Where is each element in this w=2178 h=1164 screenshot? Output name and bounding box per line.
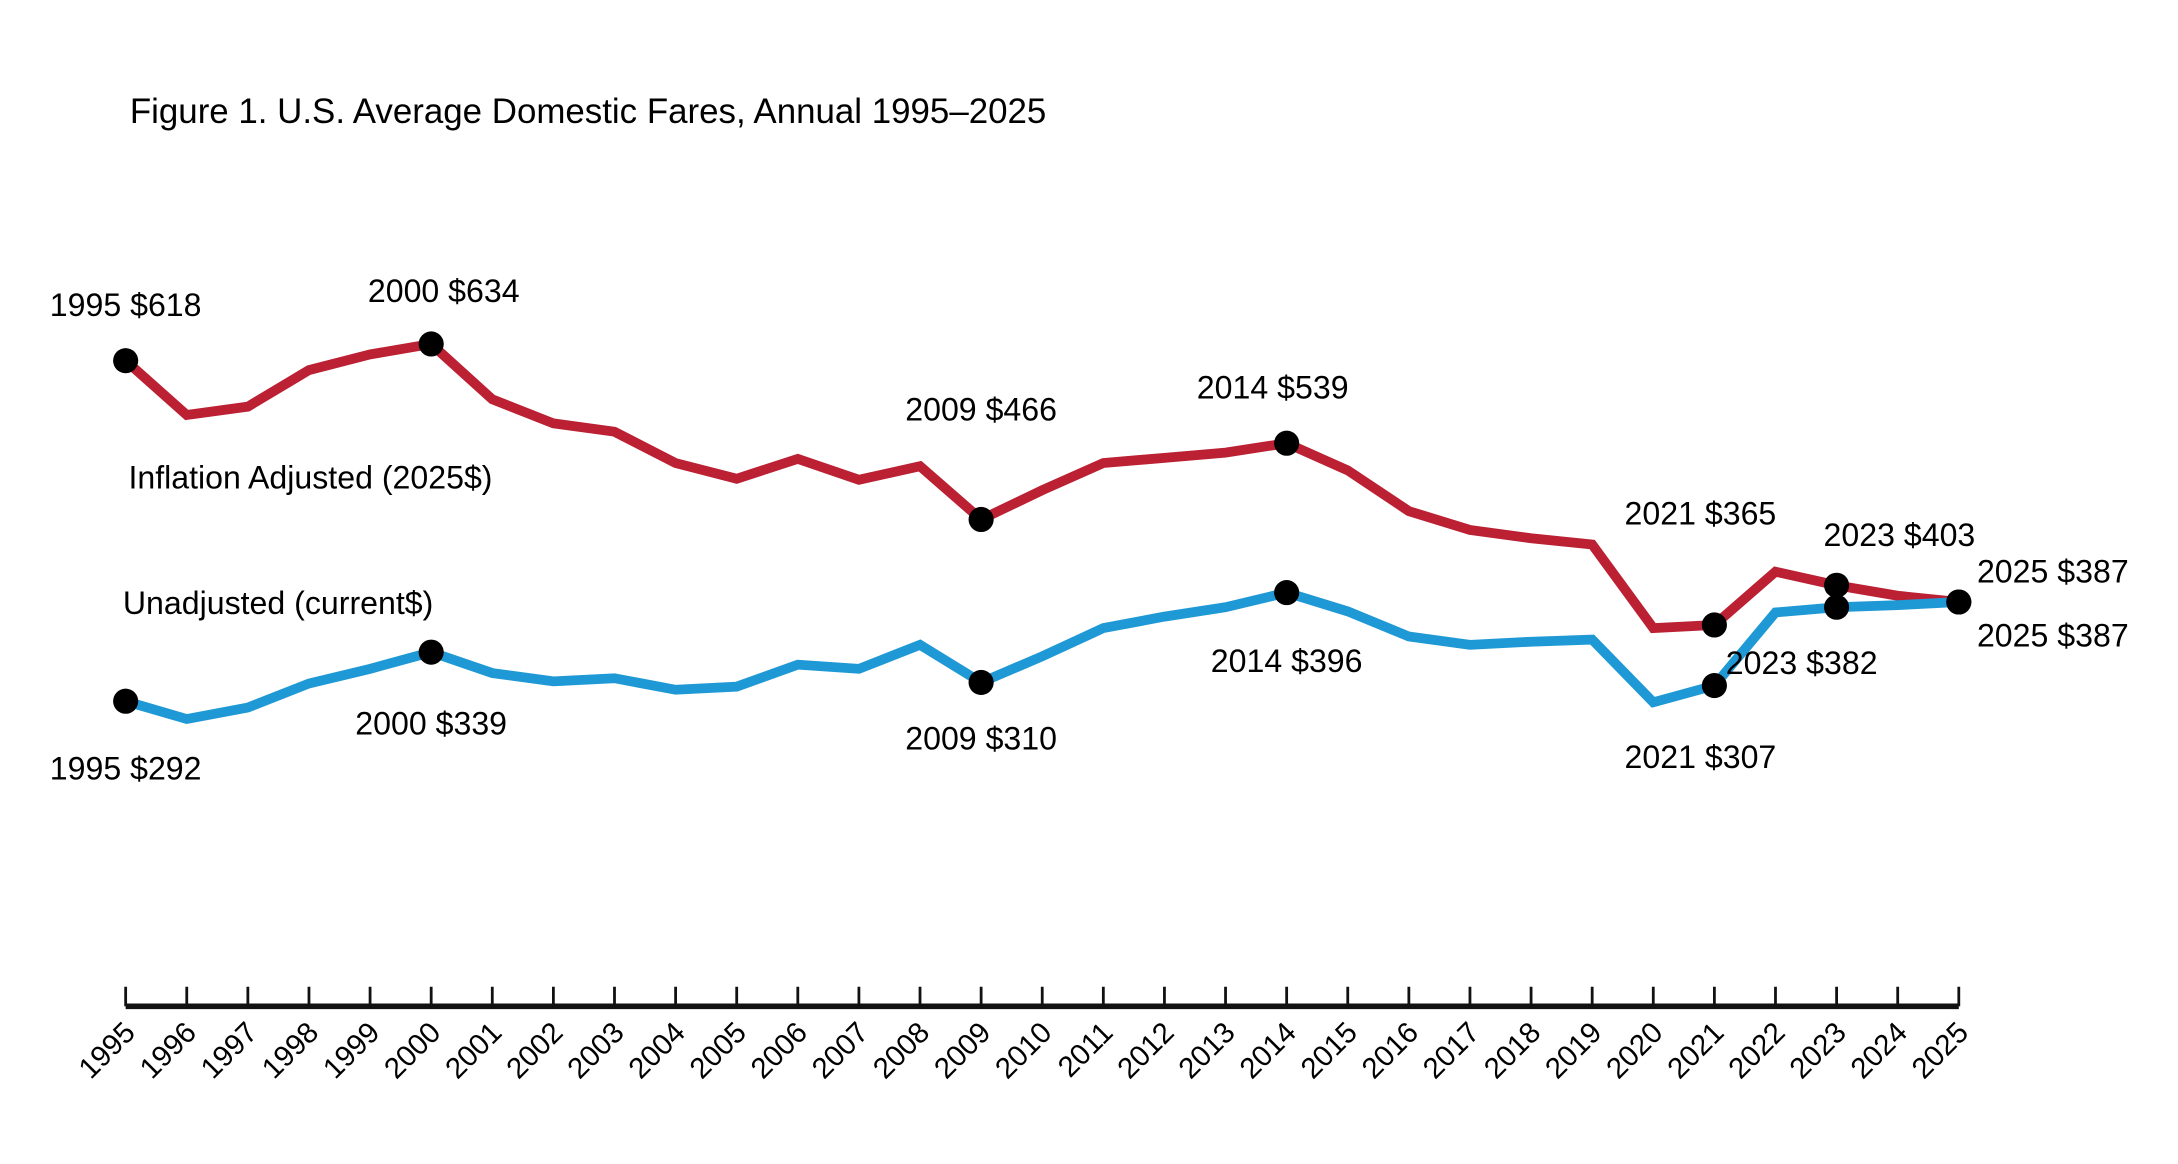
x-tick-label: 2001 xyxy=(439,1016,508,1085)
x-tick-label: 2007 xyxy=(806,1016,875,1085)
data-label: 2021 $307 xyxy=(1625,739,1777,775)
data-label: 2009 $310 xyxy=(905,720,1057,756)
x-tick-label: 2010 xyxy=(989,1016,1058,1085)
x-tick-label: 2018 xyxy=(1478,1016,1547,1085)
x-tick-label: 2015 xyxy=(1294,1016,1363,1085)
data-label: 2025 $387 xyxy=(1977,553,2129,589)
data-point-marker xyxy=(1274,430,1300,456)
x-tick-label: 2020 xyxy=(1600,1016,1669,1085)
x-tick-label: 2002 xyxy=(500,1016,569,1085)
x-tick-label: 1995 xyxy=(72,1016,141,1085)
data-point-marker xyxy=(418,331,444,357)
x-tick-label: 2025 xyxy=(1905,1016,1974,1085)
data-label: 2025 $387 xyxy=(1977,618,2129,654)
x-tick-label: 2017 xyxy=(1417,1016,1486,1085)
x-tick-label: 1999 xyxy=(317,1016,386,1085)
x-tick-label: 2023 xyxy=(1783,1016,1852,1085)
data-label: 1995 $618 xyxy=(50,287,202,323)
x-tick-label: 2022 xyxy=(1722,1016,1791,1085)
data-label: 2000 $339 xyxy=(355,705,507,741)
data-label: 2023 $403 xyxy=(1824,517,1976,553)
x-tick-label: 2005 xyxy=(683,1016,752,1085)
data-label: 1995 $292 xyxy=(50,750,202,786)
x-tick-label: 2006 xyxy=(744,1016,813,1085)
data-point-marker xyxy=(1946,589,1972,615)
series-label-inflation-adjusted: Inflation Adjusted (2025$) xyxy=(128,459,492,495)
data-point-marker xyxy=(1824,594,1850,620)
data-label: 2014 $539 xyxy=(1197,370,1349,406)
x-tick-label: 2013 xyxy=(1172,1016,1241,1085)
data-point-marker xyxy=(1701,673,1727,699)
x-tick-label: 2021 xyxy=(1661,1016,1730,1085)
data-point-marker xyxy=(113,688,139,714)
data-point-marker xyxy=(968,506,994,533)
data-label: 2009 $466 xyxy=(905,391,1057,427)
x-tick-label: 2003 xyxy=(561,1016,630,1085)
x-tick-label: 2012 xyxy=(1111,1016,1180,1085)
data-point-marker xyxy=(1274,580,1300,606)
chart-title: Figure 1. U.S. Average Domestic Fares, A… xyxy=(130,92,1046,131)
annotation-markers: 1995 $618 2000 $634 2009 $466 2014 $539 2021… xyxy=(50,273,2129,786)
series-label-unadjusted: Unadjusted (current$) xyxy=(123,585,433,621)
x-tick-label: 2009 xyxy=(928,1016,997,1085)
x-tick-label: 2024 xyxy=(1844,1016,1913,1085)
x-tick-label: 2014 xyxy=(1233,1016,1302,1085)
x-tick-label: 2011 xyxy=(1052,1016,1120,1084)
x-tick-label: 2008 xyxy=(867,1016,936,1085)
data-label: 2023 $382 xyxy=(1726,645,1878,681)
data-point-marker xyxy=(1701,612,1727,638)
data-point-marker xyxy=(968,669,994,696)
x-tick-label: 2000 xyxy=(378,1016,447,1085)
data-label: 2014 $396 xyxy=(1211,643,1363,679)
data-label: 2000 $634 xyxy=(368,273,520,309)
data-point-marker xyxy=(418,639,444,665)
x-tick-label: 1998 xyxy=(256,1016,325,1085)
x-tick-label: 2016 xyxy=(1356,1016,1425,1085)
x-tick-label: 1996 xyxy=(133,1016,202,1085)
data-point-marker xyxy=(1824,572,1850,598)
x-tick-label: 1997 xyxy=(195,1016,264,1085)
x-tick-label: 2019 xyxy=(1539,1016,1608,1085)
data-label: 2021 $365 xyxy=(1625,495,1777,531)
data-point-marker xyxy=(113,348,139,374)
x-tick-label: 2004 xyxy=(622,1016,691,1085)
x-axis: 1995199619971998199920002001200220032004… xyxy=(72,986,1975,1085)
